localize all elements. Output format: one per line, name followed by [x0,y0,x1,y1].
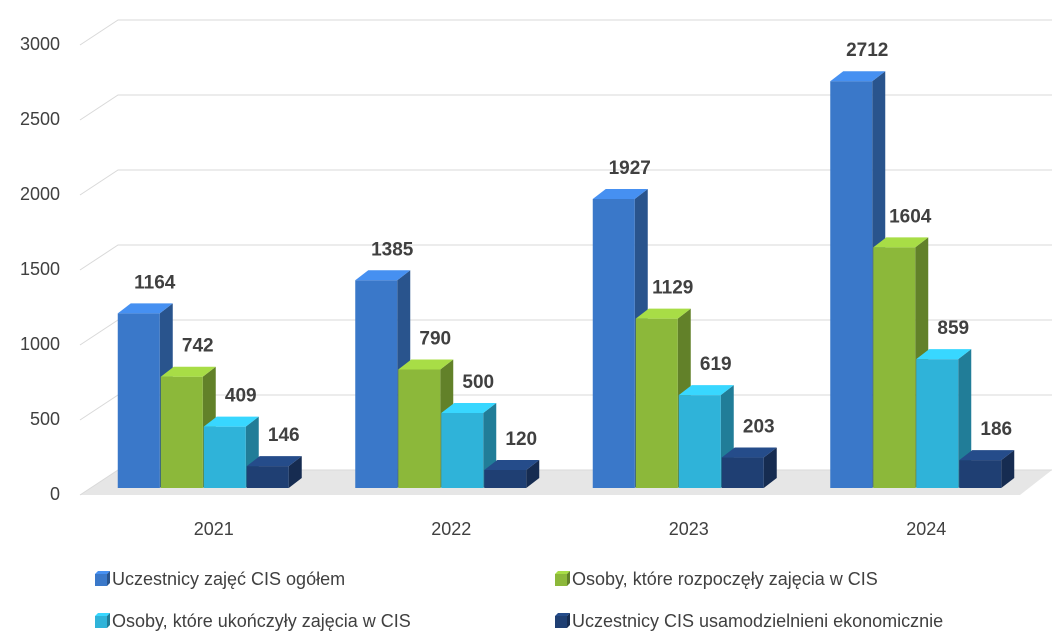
bar-front [398,369,441,488]
legend-label: Osoby, które rozpoczęły zajęcia w CIS [572,569,878,589]
bar [484,460,540,488]
x-tick-label: 2021 [194,519,234,539]
bar-front [678,395,721,488]
legend-swatch-top [555,613,570,616]
bar-front [160,376,203,488]
data-label: 790 [419,329,451,350]
bar-side [958,349,972,488]
bar-side [526,460,540,488]
bar-front [203,426,246,488]
y-tick-label: 0 [50,484,60,504]
x-tick-label: 2022 [431,519,471,539]
bar-top [916,349,972,360]
legend-swatch-side [107,613,110,628]
bar-front [355,280,398,488]
bar-side [288,456,302,488]
data-label: 1385 [371,239,414,260]
bar-side [1001,450,1015,488]
bar-top [203,416,259,427]
bar [873,237,929,488]
bar-front [441,413,484,488]
bar [592,188,648,488]
legend-swatch-top [95,571,110,574]
y-tick-label: 1000 [20,334,60,354]
bar-front [635,318,678,488]
grid-line [79,244,1052,271]
y-tick-label: 2500 [20,109,60,129]
bar-top [635,308,691,319]
bar [246,456,302,488]
bar [203,416,259,488]
bar-front [830,81,873,488]
bar-top [246,456,302,467]
x-tick-label: 2024 [906,519,946,539]
legend-swatch [95,574,107,586]
data-label: 500 [462,372,494,393]
bar [721,447,777,488]
bar-front [959,460,1002,488]
grid-line [79,19,1052,46]
data-label: 409 [225,386,257,407]
bar-front [873,247,916,488]
bar-top [592,188,648,199]
bar-front [484,470,527,488]
data-label: 120 [505,429,537,450]
data-label: 1164 [134,272,176,293]
x-tick-label: 2023 [669,519,709,539]
data-label: 146 [268,425,300,446]
legend-swatch-side [567,571,570,586]
bar-top [721,447,777,458]
bar [959,450,1015,488]
y-tick-label: 1500 [20,259,60,279]
legend-label: Uczestnicy zajęć CIS ogółem [112,569,345,589]
grid-line [79,94,1052,121]
bar-side [763,447,777,488]
data-label: 203 [743,417,775,438]
data-label: 1604 [889,206,932,227]
y-tick-label: 2000 [20,184,60,204]
floor [80,470,1052,495]
data-label: 2712 [846,40,888,61]
data-label: 859 [937,318,969,339]
data-label: 186 [980,419,1012,440]
bar-front [117,313,160,488]
bar-top [355,270,411,281]
legend-swatch-top [95,613,110,616]
data-label: 742 [182,336,214,357]
bar [441,403,497,488]
bar-top [398,359,454,370]
data-label: 1129 [652,278,693,299]
bar-top [959,450,1015,461]
bar-top [441,403,497,413]
grid-line [79,169,1052,196]
legend-label: Uczestnicy CIS usamodzielnieni ekonomicz… [572,611,943,631]
legend-swatch-side [107,571,110,586]
bar-front [592,198,635,488]
bar [398,359,454,488]
bar [916,349,972,488]
legend-swatch-top [555,571,570,574]
legend-swatch-side [567,613,570,628]
y-tick-label: 500 [30,409,60,429]
bar-front [246,466,289,488]
bar-top [160,366,216,377]
data-label: 619 [700,354,732,375]
bar-top [484,460,540,470]
bar-front [721,457,764,488]
bar [117,303,173,488]
bar-top [873,237,929,248]
legend-swatch [95,616,107,628]
legend-swatch [555,574,567,586]
legend-swatch [555,616,567,628]
bar-top [678,385,734,396]
legend-label: Osoby, które ukończyły zajęcia w CIS [112,611,411,631]
data-label: 1927 [609,158,651,179]
bar-front [916,359,959,488]
bar-top [117,303,173,314]
bar-top [830,71,886,82]
y-tick-label: 3000 [20,34,60,54]
